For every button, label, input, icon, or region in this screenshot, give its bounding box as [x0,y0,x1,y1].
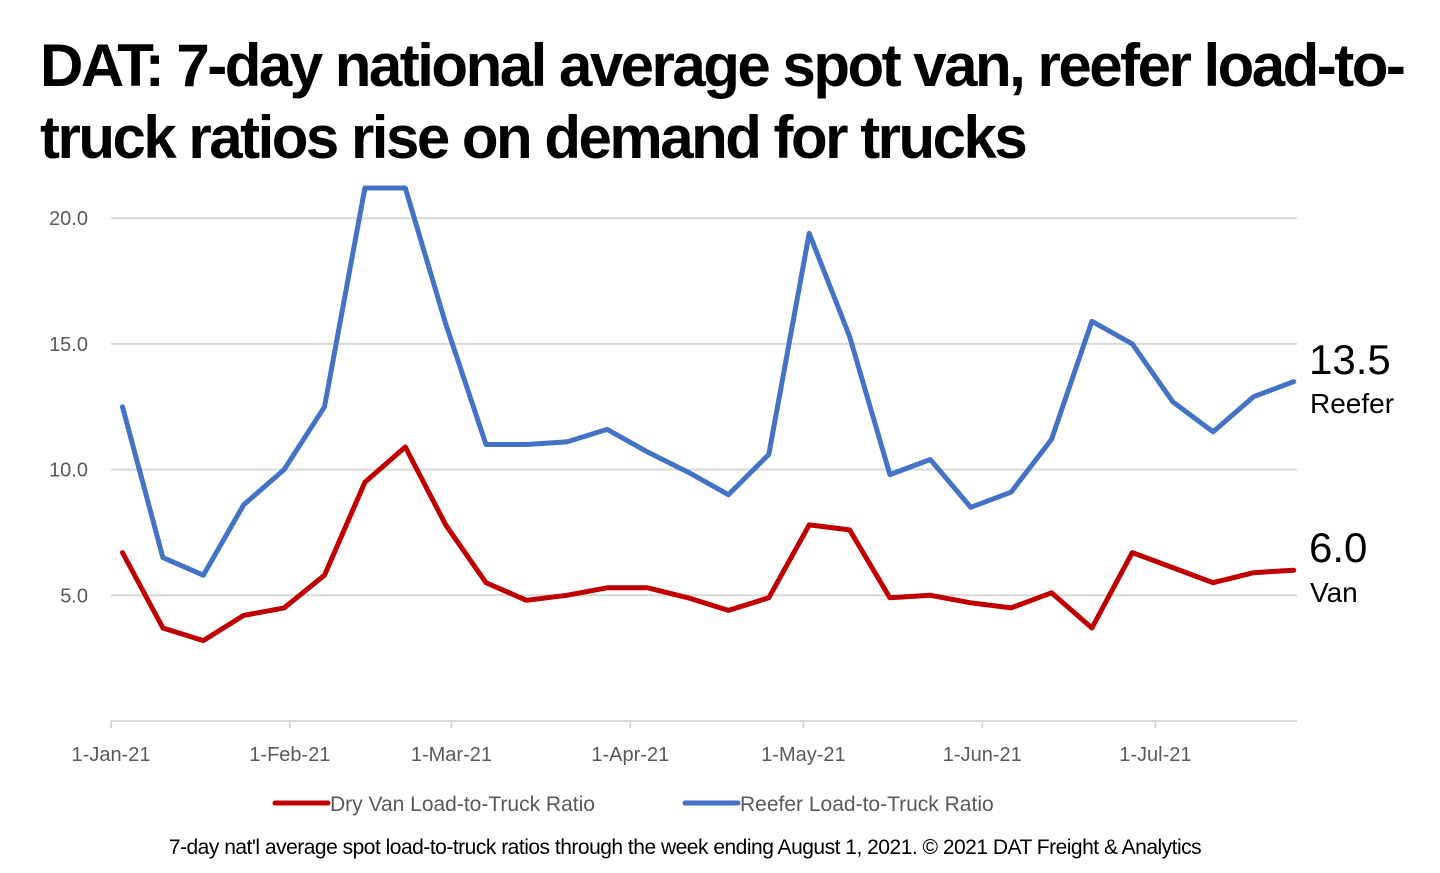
caption-text: 7-day nat'l average spot load-to-truck r… [168,836,1202,859]
y-tick-label: 10.0 [49,460,88,482]
y-tick-label: 5.0 [60,585,88,607]
x-tick-label: 1-Jul-21 [1119,744,1191,766]
y-tick-label: 20.0 [49,208,88,230]
x-tick-label: 1-Jun-21 [943,744,1022,766]
gridlines [111,217,1297,597]
x-tick-label: 1-Jan-21 [72,744,151,766]
van-end-label: Van [1310,577,1358,608]
x-tick-label: 1-Apr-21 [591,744,669,766]
y-tick-label: 15.0 [49,334,88,356]
legend: Dry Van Load-to-Truck Ratio Reefer Load-… [272,793,994,816]
legend-label-van: Dry Van Load-to-Truck Ratio [330,793,595,816]
axes: 5.0 10.0 15.0 20.0 1-Jan-21 1-Feb-21 1-Mar-21 1… [49,208,1297,766]
x-tick-label: 1-Mar-21 [411,744,492,766]
reefer-end-value: 13.5 [1309,336,1391,383]
reefer-end-label: Reefer [1310,388,1394,419]
end-labels: 13.5 Reefer 6.0 Van [1309,336,1394,608]
x-tick-label: 1-May-21 [761,744,845,766]
series-line [120,185,1297,578]
series-line [120,444,1297,644]
series-van [120,444,1297,644]
series-lines [120,185,1297,644]
caption: 7-day nat'l average spot load-to-truck r… [0,836,1440,860]
series-reefer [120,185,1297,578]
chart-title: DAT: 7-day national average spot van, re… [40,32,1406,171]
x-tick-label: 1-Feb-21 [249,744,330,766]
van-end-value: 6.0 [1309,524,1367,571]
legend-label-reefer: Reefer Load-to-Truck Ratio [740,793,994,816]
